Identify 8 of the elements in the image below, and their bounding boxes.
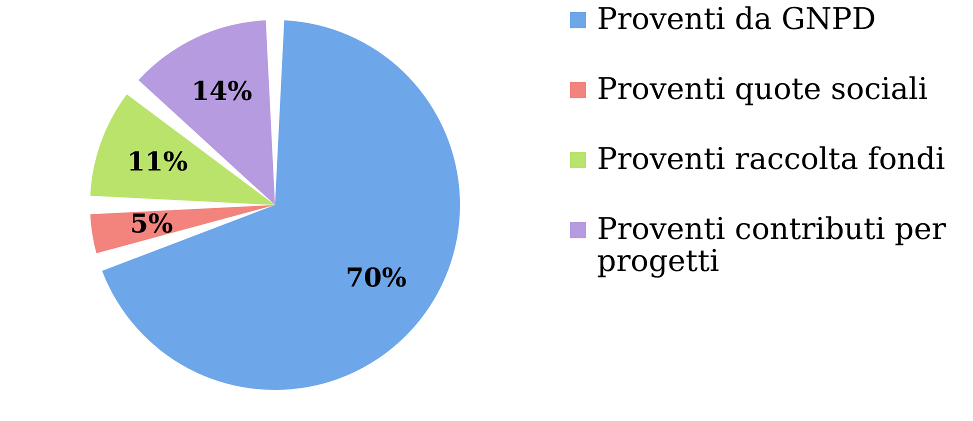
data-label: 5% (130, 210, 174, 240)
data-label: 14% (191, 76, 253, 107)
data-label: 70% (346, 263, 407, 294)
legend-label: Proventi da GNPD (597, 2, 876, 37)
legend-label: Proventi quote sociali (597, 72, 928, 107)
legend-label: Proventi contributi per progetti (597, 212, 947, 279)
data-label: 11% (126, 148, 188, 178)
legend-label: Proventi raccolta fondi (597, 142, 946, 177)
